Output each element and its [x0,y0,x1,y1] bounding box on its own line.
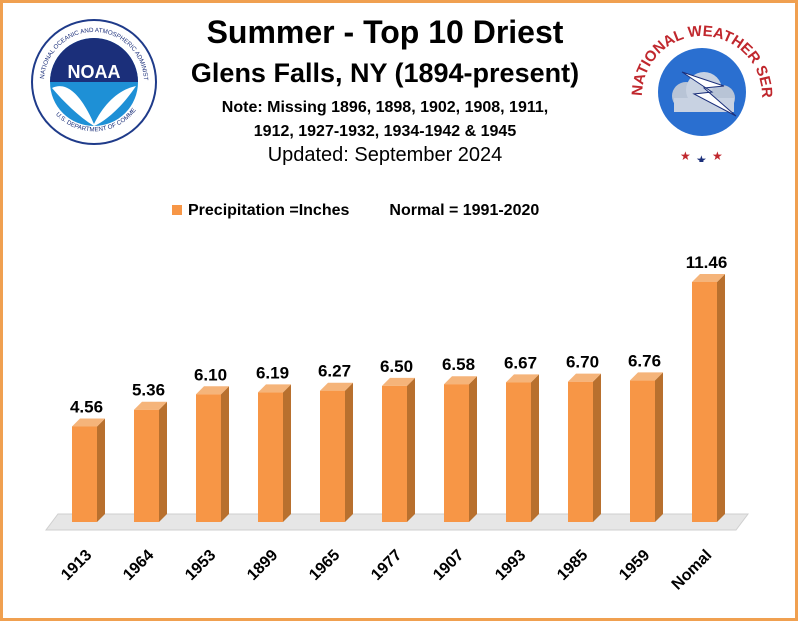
x-tick-label: Nomal [669,547,716,594]
bar-side [655,372,663,522]
bar-side [407,377,415,522]
bar-side [469,376,477,522]
bar-front [568,381,593,522]
bar-top [382,377,415,386]
bar-front [630,380,655,522]
note-line-1: Note: Missing 1896, 1898, 1902, 1908, 19… [221,99,549,116]
legend-swatch [172,205,182,215]
bar-side [97,418,105,522]
data-label: 6.70 [566,353,599,372]
bar-side [221,386,229,522]
bar-side [159,401,167,522]
bar [196,386,229,522]
bar-front [196,394,221,522]
star-icon: ★ [680,149,691,162]
bar-top [134,401,167,410]
star-icon: ★ [696,153,707,162]
data-label: 6.67 [504,353,537,372]
data-label: 6.10 [194,365,227,384]
data-label: 5.36 [132,381,165,400]
bar-front [382,385,407,522]
bar-top [568,373,601,382]
legend-series-label: Precipitation =Inches [188,202,350,219]
data-label: 6.27 [318,362,351,381]
legend-normal-note: Normal = 1991-2020 [389,202,540,219]
data-label: 6.50 [380,357,413,376]
x-tick-label: 1993 [492,547,529,584]
bar-front [258,392,283,522]
bar-top [692,274,725,282]
noaa-logo: NOAA NATIONAL OCEANIC AND ATMOSPHERIC AD… [28,12,157,145]
bar-front [134,409,159,522]
bar-front [692,282,717,522]
bar-top [72,418,105,427]
x-tick-label: 1959 [616,547,653,584]
bar-top [506,374,539,383]
bar-side [717,274,725,522]
bar [134,401,167,522]
bar [444,376,477,522]
x-tick-label: 1985 [554,547,591,584]
bar-top [630,372,663,381]
bar-side [593,373,601,522]
updated-date: Updated: September 2024 [267,144,503,166]
chart-subtitle: Glens Falls, NY (1894-present) [190,58,580,88]
legend: Precipitation =Inches Normal = 1991-2020 [172,202,539,220]
bar [382,377,415,522]
bar [692,274,725,522]
bar-front [320,390,345,522]
bar [506,374,539,522]
note-line-2: 1912, 1927-1932, 1934-1942 & 1945 [253,123,517,140]
bar-top [320,382,353,391]
x-tick-label: 1913 [58,547,95,584]
bar [568,373,601,522]
x-tick-label: 1965 [306,547,343,584]
star-icon: ★ [712,149,723,162]
bar-front [506,382,531,522]
x-tick-label: 1907 [430,547,467,584]
bar [258,384,291,522]
bar-side [283,384,291,522]
bar [320,382,353,522]
x-tick-label: 1899 [244,547,281,584]
bar [630,372,663,522]
bar-top [444,376,477,385]
bar-front [444,384,469,522]
bar-top [196,386,229,395]
data-label: 6.76 [628,351,661,370]
x-tick-label: 1964 [120,547,157,584]
missing-years-note: Note: Missing 1896, 1898, 1902, 1908, 19… [150,96,620,144]
chart-title: Summer - Top 10 Driest [206,14,564,50]
data-label: 4.56 [70,398,103,417]
data-label: 11.46 [686,253,728,272]
data-label: 6.58 [442,355,475,374]
bar-front [72,426,97,522]
bar-top [258,384,291,393]
bar-side [345,382,353,522]
x-tick-label: 1953 [182,547,219,584]
x-tick-label: 1977 [368,547,405,584]
nws-logo: NATIONAL WEATHER SERVICE ★ ★ ★ [624,12,775,162]
bar [72,418,105,522]
data-label: 6.19 [256,363,289,382]
noaa-wordmark: NOAA [68,62,121,82]
bar-side [531,374,539,522]
